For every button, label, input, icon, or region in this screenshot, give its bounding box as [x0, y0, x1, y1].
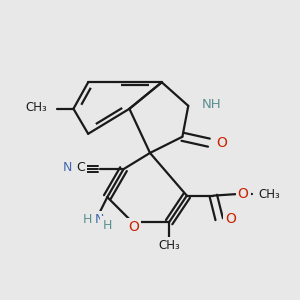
- Text: CH₃: CH₃: [25, 101, 47, 114]
- Text: CH₃: CH₃: [158, 239, 180, 252]
- Text: H: H: [103, 219, 112, 232]
- Text: H: H: [82, 213, 92, 226]
- Text: O: O: [238, 187, 249, 201]
- Text: O: O: [216, 136, 227, 150]
- Text: CH₃: CH₃: [258, 188, 280, 201]
- Text: NH: NH: [202, 98, 221, 111]
- Text: O: O: [225, 212, 236, 226]
- Text: C: C: [76, 161, 85, 174]
- Text: N: N: [95, 213, 104, 226]
- Text: N: N: [63, 161, 72, 174]
- Text: O: O: [128, 220, 139, 234]
